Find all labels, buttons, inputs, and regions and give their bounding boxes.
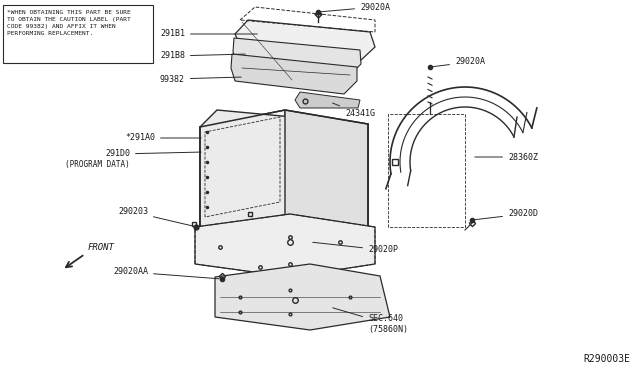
Polygon shape xyxy=(215,264,390,330)
Polygon shape xyxy=(285,110,368,232)
Text: 29020D: 29020D xyxy=(475,209,538,220)
Polygon shape xyxy=(200,110,285,232)
Text: 29020P: 29020P xyxy=(313,242,398,254)
Polygon shape xyxy=(233,38,361,77)
Text: R290003E: R290003E xyxy=(583,354,630,364)
Polygon shape xyxy=(231,54,357,94)
Text: *291A0: *291A0 xyxy=(125,134,201,142)
Text: 290203: 290203 xyxy=(118,208,195,227)
Text: 29020A: 29020A xyxy=(433,58,485,67)
FancyBboxPatch shape xyxy=(3,5,153,63)
Text: 291D0: 291D0 xyxy=(105,150,201,158)
Polygon shape xyxy=(200,110,368,232)
Text: 99382: 99382 xyxy=(160,74,241,83)
Polygon shape xyxy=(295,92,360,108)
Text: (PROGRAM DATA): (PROGRAM DATA) xyxy=(65,160,130,170)
Text: 291B8: 291B8 xyxy=(160,51,245,61)
Text: FRONT: FRONT xyxy=(88,243,115,252)
Text: 29020A: 29020A xyxy=(321,3,390,12)
Polygon shape xyxy=(235,20,375,61)
Text: 28360Z: 28360Z xyxy=(475,153,538,161)
Text: SEC.640
(75860N): SEC.640 (75860N) xyxy=(333,308,408,334)
Text: 24341G: 24341G xyxy=(333,103,375,119)
Text: *WHEN OBTAINING THIS PART BE SURE
TO OBTAIN THE CAUTION LABEL (PART
CODE 99382) : *WHEN OBTAINING THIS PART BE SURE TO OBT… xyxy=(7,10,131,36)
Text: 291B1: 291B1 xyxy=(160,29,257,38)
Text: 29020AA: 29020AA xyxy=(113,267,220,279)
Polygon shape xyxy=(195,214,375,277)
